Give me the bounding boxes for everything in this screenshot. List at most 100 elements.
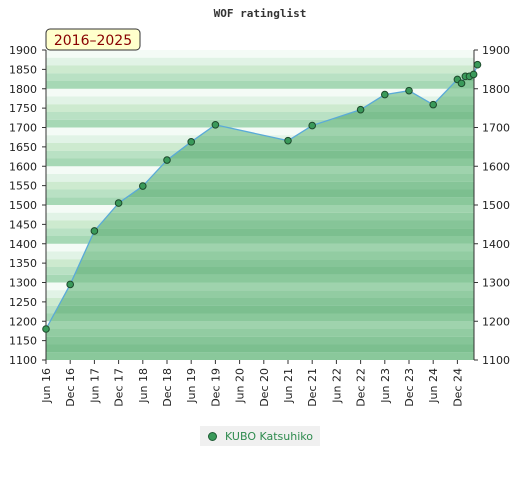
area-band bbox=[46, 290, 474, 298]
y-tick-label-right: 1800 bbox=[482, 83, 510, 96]
x-tick-label: Dec 18 bbox=[161, 368, 174, 407]
y-tick-label: 1150 bbox=[9, 335, 37, 348]
y-tick-label: 1300 bbox=[9, 277, 37, 290]
x-tick-label: Dec 23 bbox=[403, 368, 416, 407]
area-band bbox=[46, 344, 474, 353]
area-band bbox=[46, 205, 474, 213]
x-tick-label: Dec 21 bbox=[306, 368, 319, 407]
area-band bbox=[46, 259, 474, 267]
y-tick-label: 1450 bbox=[9, 218, 37, 231]
area-band bbox=[46, 212, 474, 221]
y-tick-label: 1850 bbox=[9, 63, 37, 76]
y-tick-label: 1550 bbox=[9, 180, 37, 193]
y-axis-right-ticks: 1100 1200 1300 1400 1500 1600 1700 1800 1900 bbox=[474, 44, 510, 367]
y-tick-label-right: 1100 bbox=[482, 354, 510, 367]
area-band bbox=[46, 274, 474, 283]
data-point bbox=[356, 105, 365, 114]
year-range-badge: 2016–2025 bbox=[45, 28, 141, 51]
plot-band bbox=[46, 119, 474, 128]
data-point bbox=[211, 120, 220, 129]
area-band bbox=[46, 135, 474, 143]
area-band bbox=[46, 282, 474, 291]
plot-band bbox=[46, 88, 474, 97]
data-point bbox=[473, 60, 482, 69]
y-tick-label: 1250 bbox=[9, 296, 37, 309]
data-points bbox=[42, 60, 482, 333]
y-tick-label-right: 1600 bbox=[482, 160, 510, 173]
y-tick-label: 1650 bbox=[9, 141, 37, 154]
y-tick-label: 1750 bbox=[9, 102, 37, 115]
area-band bbox=[46, 267, 474, 275]
x-tick-label: Jun 18 bbox=[137, 368, 150, 404]
area-band bbox=[46, 220, 474, 229]
area-band bbox=[46, 305, 474, 314]
data-point bbox=[381, 90, 389, 99]
x-tick-label: Jun 17 bbox=[88, 368, 101, 404]
legend-marker bbox=[208, 431, 217, 441]
plot-band bbox=[46, 57, 474, 66]
plot-band bbox=[46, 104, 474, 112]
y-tick-label: 1500 bbox=[9, 199, 37, 212]
area-band bbox=[46, 166, 474, 174]
x-tick-label: Dec 17 bbox=[113, 368, 126, 407]
area-band bbox=[46, 158, 474, 167]
data-point bbox=[457, 79, 466, 88]
area-band bbox=[46, 352, 474, 360]
plot-band bbox=[46, 127, 474, 136]
x-tick-label: Jun 21 bbox=[282, 368, 295, 404]
area-band bbox=[46, 321, 474, 329]
y-tick-label-right: 1900 bbox=[482, 44, 510, 57]
plot-band bbox=[46, 81, 474, 89]
x-tick-label: Jun 16 bbox=[40, 368, 53, 404]
data-point bbox=[114, 199, 123, 207]
x-axis-ticks: Jun 16 Dec 16 Jun 17 Dec 17 Jun 18 Dec 18 Jun … bbox=[40, 360, 464, 407]
legend: KUBO Katsuhiko bbox=[200, 426, 320, 446]
x-tick-label: Dec 24 bbox=[451, 368, 464, 407]
area-band bbox=[46, 336, 474, 345]
legend-label: KUBO Katsuhiko bbox=[225, 429, 313, 443]
x-tick-label: Jun 23 bbox=[379, 368, 392, 404]
y-tick-label: 1800 bbox=[9, 83, 37, 96]
data-point bbox=[187, 138, 195, 146]
y-tick-label-right: 1200 bbox=[482, 315, 510, 328]
chart-title: WOF ratinglist bbox=[214, 7, 307, 20]
y-tick-label-right: 1700 bbox=[482, 122, 510, 135]
area-band bbox=[46, 181, 474, 190]
x-tick-label: Dec 19 bbox=[209, 368, 222, 407]
plot-band bbox=[46, 65, 474, 74]
data-point bbox=[405, 86, 413, 95]
area-band bbox=[46, 313, 474, 322]
data-point bbox=[163, 156, 171, 164]
data-point bbox=[469, 70, 478, 79]
data-point bbox=[308, 121, 317, 130]
x-tick-label: Jun 22 bbox=[330, 368, 343, 404]
year-range-text: 2016–2025 bbox=[54, 33, 132, 49]
area-band bbox=[46, 150, 474, 159]
y-tick-label: 1100 bbox=[9, 354, 37, 367]
plot-band bbox=[46, 73, 474, 81]
y-tick-label: 1400 bbox=[9, 238, 37, 251]
y-tick-label: 1700 bbox=[9, 122, 37, 135]
data-point bbox=[139, 182, 147, 190]
area-band bbox=[46, 251, 474, 260]
data-point bbox=[42, 325, 50, 333]
data-point bbox=[429, 100, 438, 109]
y-tick-label: 1200 bbox=[9, 315, 37, 328]
area-band bbox=[46, 197, 474, 205]
y-tick-label-right: 1500 bbox=[482, 199, 510, 212]
area-band bbox=[46, 143, 474, 151]
x-tick-label: Jun 20 bbox=[234, 368, 247, 404]
x-tick-label: Dec 16 bbox=[64, 368, 77, 407]
data-point bbox=[284, 136, 292, 145]
y-tick-label-right: 1300 bbox=[482, 277, 510, 290]
x-tick-label: Jun 19 bbox=[185, 368, 198, 404]
y-tick-label: 1900 bbox=[9, 44, 37, 57]
area-band bbox=[46, 174, 474, 182]
area-band bbox=[46, 236, 474, 244]
data-point bbox=[90, 227, 99, 235]
area-band bbox=[46, 228, 474, 236]
y-tick-label-right: 1400 bbox=[482, 238, 510, 251]
plot-band bbox=[46, 50, 474, 58]
plot-band bbox=[46, 112, 474, 120]
